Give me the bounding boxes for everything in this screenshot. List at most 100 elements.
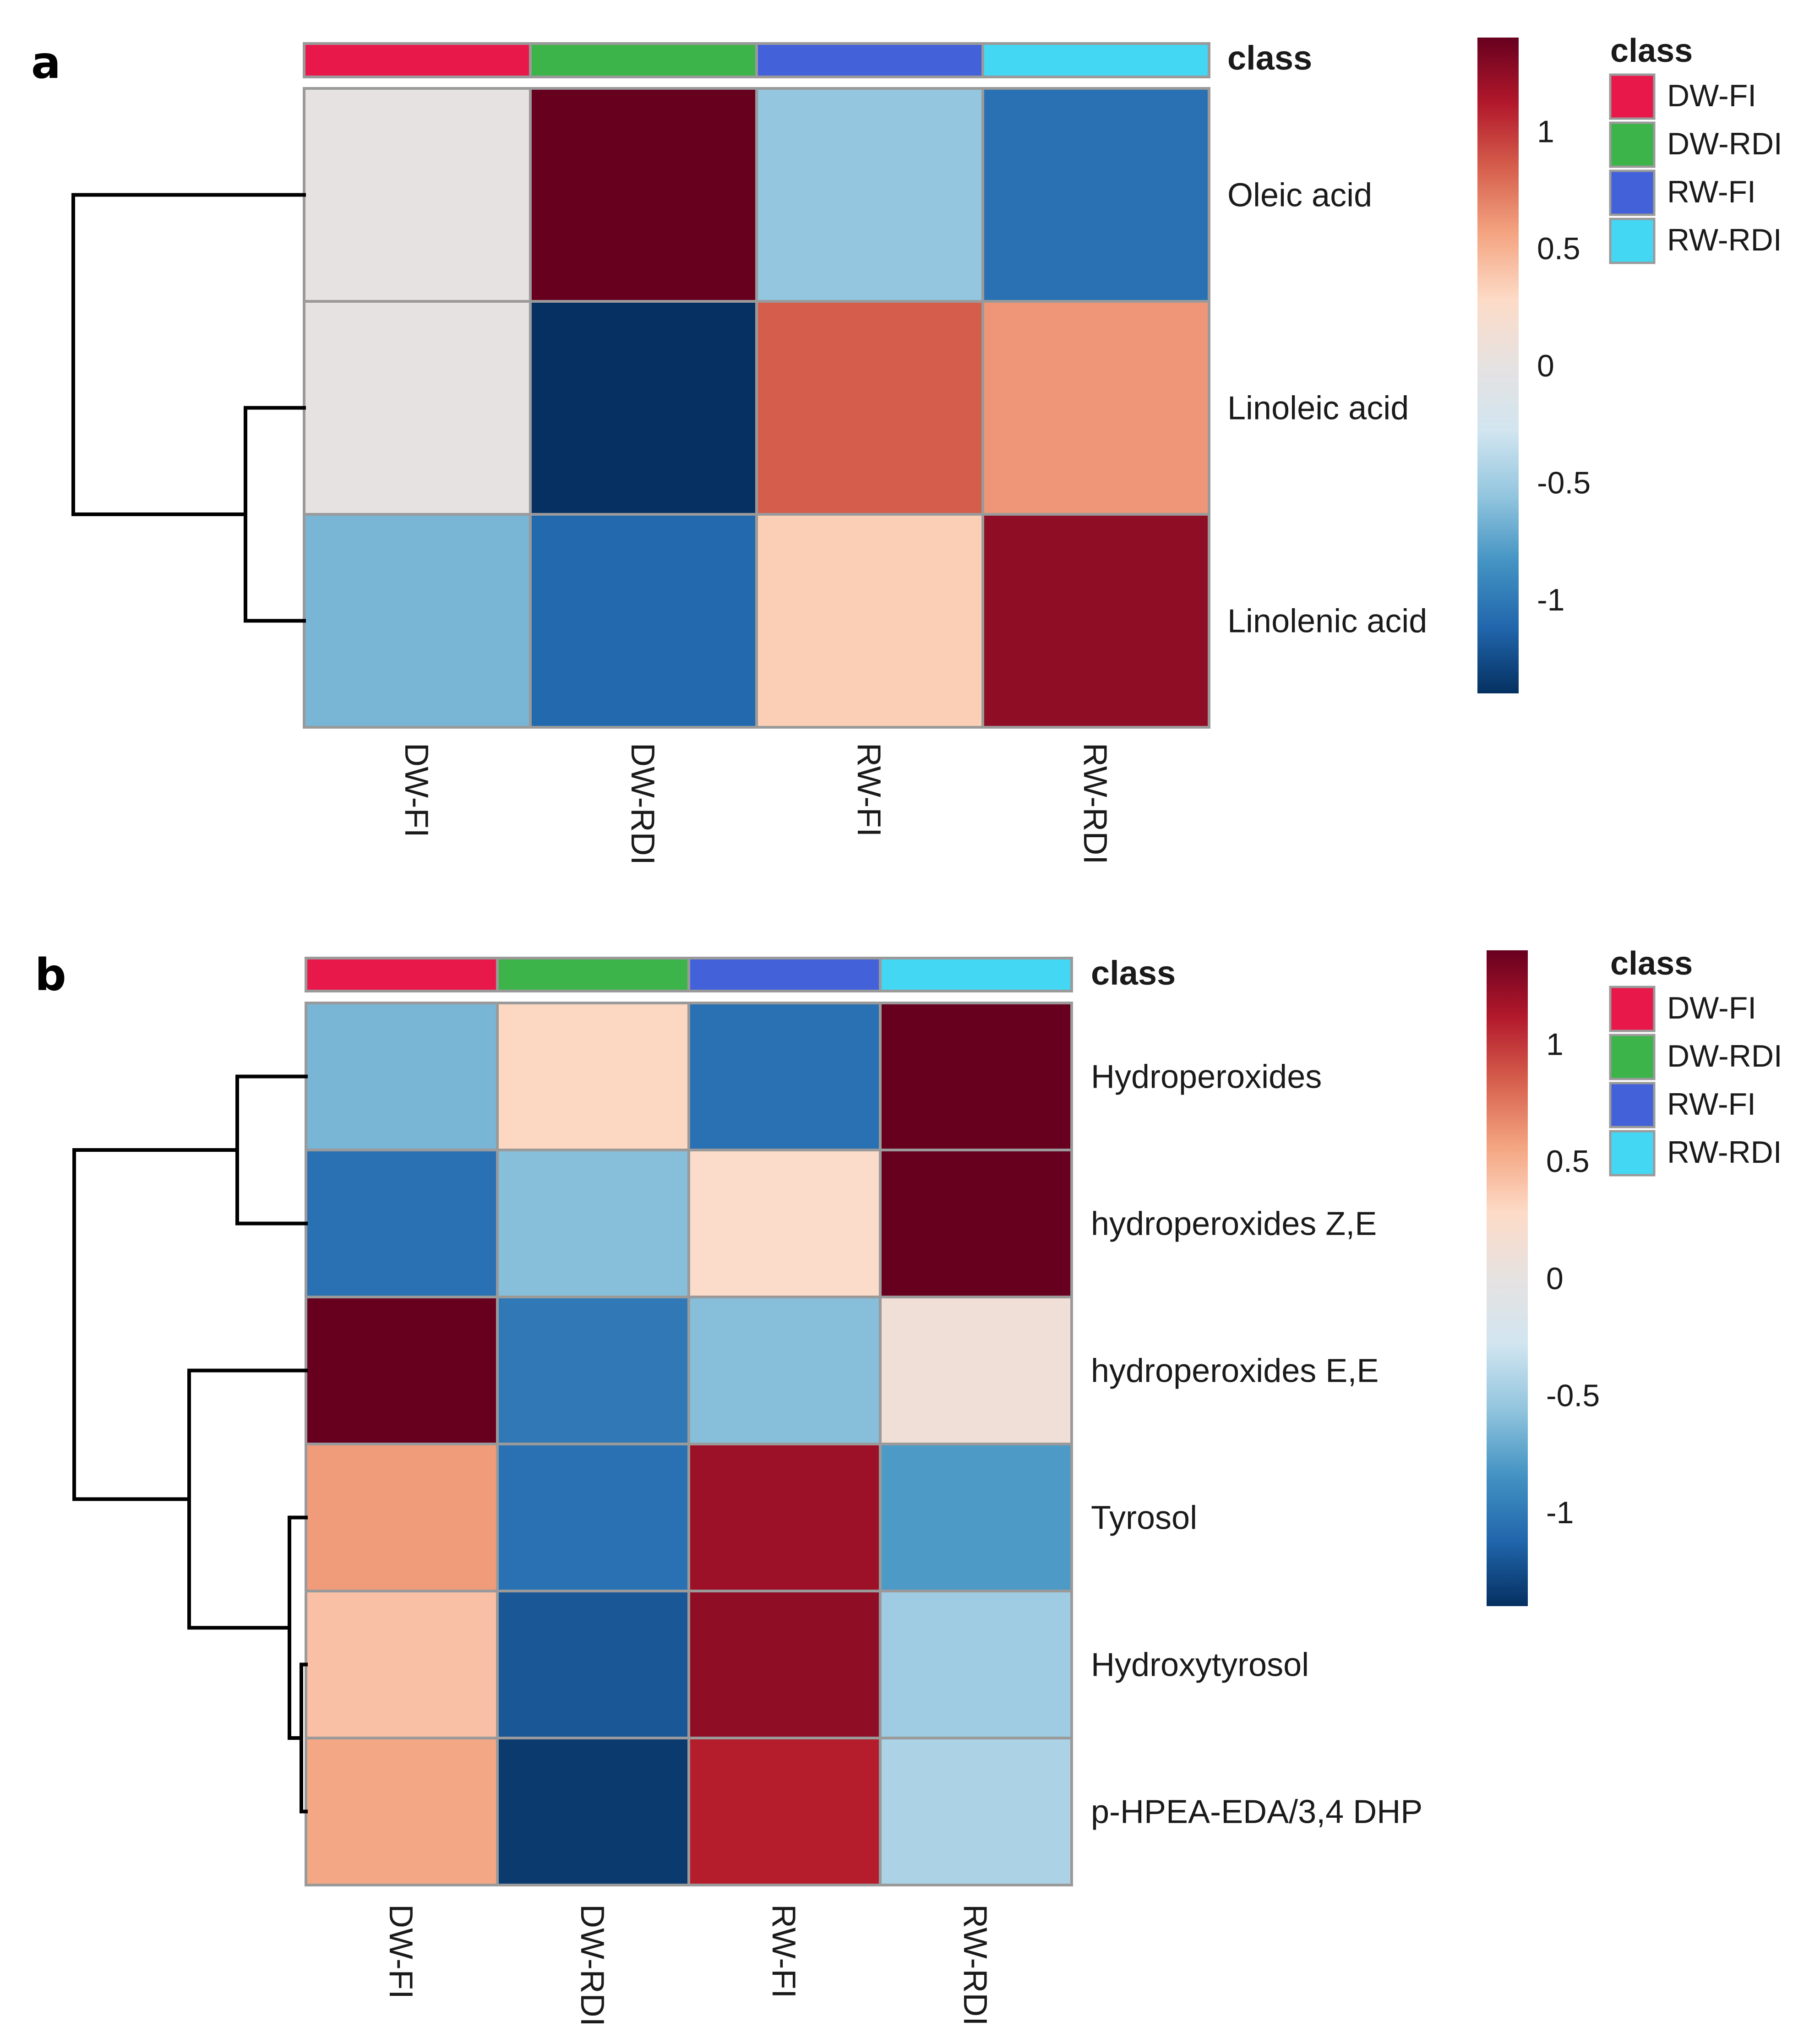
heatmap-cell [879,1002,1073,1151]
legend-title: class [1610,945,1693,982]
colorbar [1477,38,1519,693]
column-label: DW-FI [398,743,435,838]
class-annotation-rw-fi [687,957,882,992]
heatmap-cell [305,1149,499,1298]
heatmap-cell [879,1149,1073,1298]
heatmap-cell [303,87,532,303]
legend-entry-label: DW-RDI [1667,1039,1782,1073]
colorbar-tick-label: 0.5 [1546,1144,1590,1179]
legend-swatch-dw-rdi [1609,121,1656,168]
heatmap-cell [687,1149,882,1298]
heatmap-cell [687,1737,882,1886]
colorbar-tick-label: -1 [1537,583,1564,617]
legend-swatch-dw-fi [1609,73,1656,120]
colorbar-tick-label: 0.5 [1537,231,1580,266]
heatmap-cell [496,1149,690,1298]
column-label: DW-FI [382,1904,419,1999]
heatmap-cell [303,513,532,729]
class-annotation-dw-rdi [529,42,758,78]
colorbar-tick-label: -1 [1546,1495,1574,1530]
heatmap-cell [981,300,1210,516]
legend-swatch-rw-rdi [1609,218,1656,264]
dendrogram-branch-root [71,193,306,516]
heatmap-cell [496,1002,690,1151]
row-label: Hydroxytyrosol [1091,1647,1309,1684]
legend-swatch-rw-rdi [1609,1130,1656,1177]
class-annotation-rw-rdi [879,957,1073,992]
heatmap-cell [305,1002,499,1151]
heatmap-cell [755,300,984,516]
panel-label: b [35,949,66,1001]
legend-entry-label: RW-RDI [1667,223,1782,257]
legend-entry-label: RW-RDI [1667,1135,1782,1170]
heatmap-cell [496,1590,690,1739]
row-label: Linoleic acid [1227,390,1409,427]
heatmap-panel-b: b class Hydroperoxides hydroperoxides Z,E hy… [35,945,1782,2027]
row-label: hydroperoxides E,E [1091,1353,1379,1390]
legend-entry-label: DW-FI [1667,991,1756,1025]
heatmap-cell [529,87,758,303]
panel-label: a [31,37,61,88]
legend-entry-label: DW-FI [1667,78,1756,113]
heatmap-cell [496,1443,690,1592]
legend-entry-label: DW-RDI [1667,126,1782,161]
heatmap-cell [529,513,758,729]
colorbar-tick-label: 1 [1537,114,1554,149]
row-label: Hydroperoxides [1091,1059,1322,1095]
heatmap-cell [981,87,1210,303]
row-label: hydroperoxides Z,E [1091,1206,1377,1242]
legend-swatch-rw-fi [1609,1082,1656,1128]
class-annotation-label: class [1227,39,1312,77]
heatmap-cell [879,1737,1073,1886]
column-label: RW-FI [765,1904,802,1998]
row-label: p-HPEA-EDA/3,4 DHP [1091,1794,1422,1831]
colorbar-tick-label: 0 [1546,1261,1564,1296]
colorbar-tick-label: 0 [1537,349,1554,383]
class-annotation-dw-fi [303,42,532,78]
legend-swatch-dw-rdi [1609,1034,1656,1080]
heatmap-cell [303,300,532,516]
column-label: RW-RDI [1077,743,1113,864]
class-annotation-rw-rdi [981,42,1210,78]
colorbar-tick-label: 1 [1546,1027,1564,1062]
legend-title: class [1610,33,1693,69]
heatmap-cell [879,1296,1073,1445]
class-annotation-dw-rdi [496,957,690,992]
colorbar [1487,950,1528,1606]
class-annotation-rw-fi [755,42,984,78]
row-label: Tyrosol [1091,1500,1197,1537]
legend-entry-label: RW-FI [1667,1087,1756,1122]
heatmap-panel-a: a class Oleic acid Linoleic acid Linolenic a… [31,33,1782,865]
heatmap-cell [755,513,984,729]
heatmap-cell [879,1590,1073,1739]
class-annotation-label: class [1091,954,1176,992]
heatmap-cell [305,1296,499,1445]
heatmap-cell [879,1443,1073,1592]
heatmap-cell [529,300,758,516]
heatmap-cell [981,513,1210,729]
column-label: RW-RDI [957,1904,993,2026]
heatmap-cell [687,1002,882,1151]
heatmap-cell [305,1443,499,1592]
legend-swatch-rw-fi [1609,169,1656,216]
heatmap-cell [755,87,984,303]
heatmap-cell [687,1590,882,1739]
heatmap-cell [687,1296,882,1445]
row-dendrogram [71,193,306,623]
row-label: Oleic acid [1227,177,1372,214]
column-label: DW-RDI [624,743,661,865]
row-dendrogram [72,1074,308,1814]
heatmap-cell [496,1737,690,1886]
dendrogram-branch-linoleic-linolenic [244,406,306,623]
legend-entry-label: RW-FI [1667,174,1756,209]
heatmap-cell [305,1590,499,1739]
row-label: Linolenic acid [1227,603,1427,640]
heatmap-cell [496,1296,690,1445]
column-label: DW-RDI [574,1904,610,2027]
legend-swatch-dw-fi [1609,986,1656,1032]
heatmap-cell [687,1443,882,1592]
colorbar-tick-label: -0.5 [1546,1379,1600,1413]
colorbar-tick-label: -0.5 [1537,466,1591,501]
class-annotation-dw-fi [305,957,499,992]
